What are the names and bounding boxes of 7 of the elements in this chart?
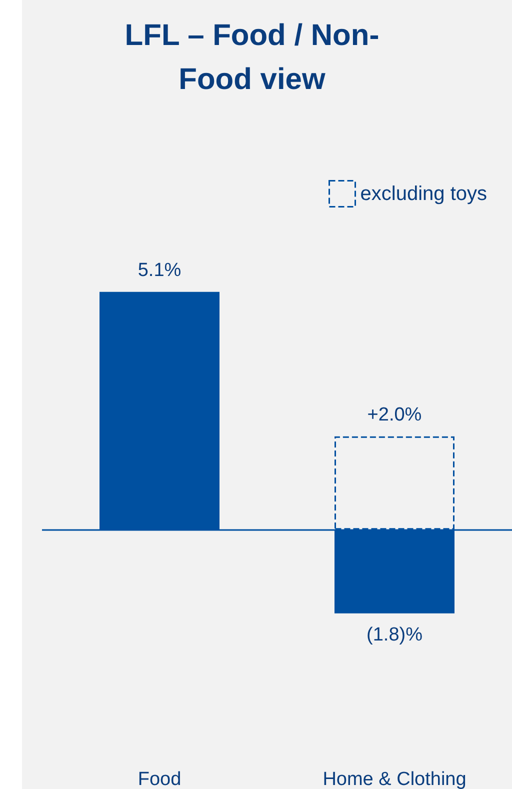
data-label: +2.0% (367, 404, 422, 426)
data-label: 5.1% (138, 260, 182, 281)
data-label: (1.8)% (366, 624, 423, 646)
chart-title: LFL – Food / Non-Food view (124, 18, 380, 98)
x-tick-label: Home & Clothing (322, 769, 466, 789)
legend-label: excluding toys (360, 182, 488, 205)
x-tick-label: Food (138, 769, 182, 789)
